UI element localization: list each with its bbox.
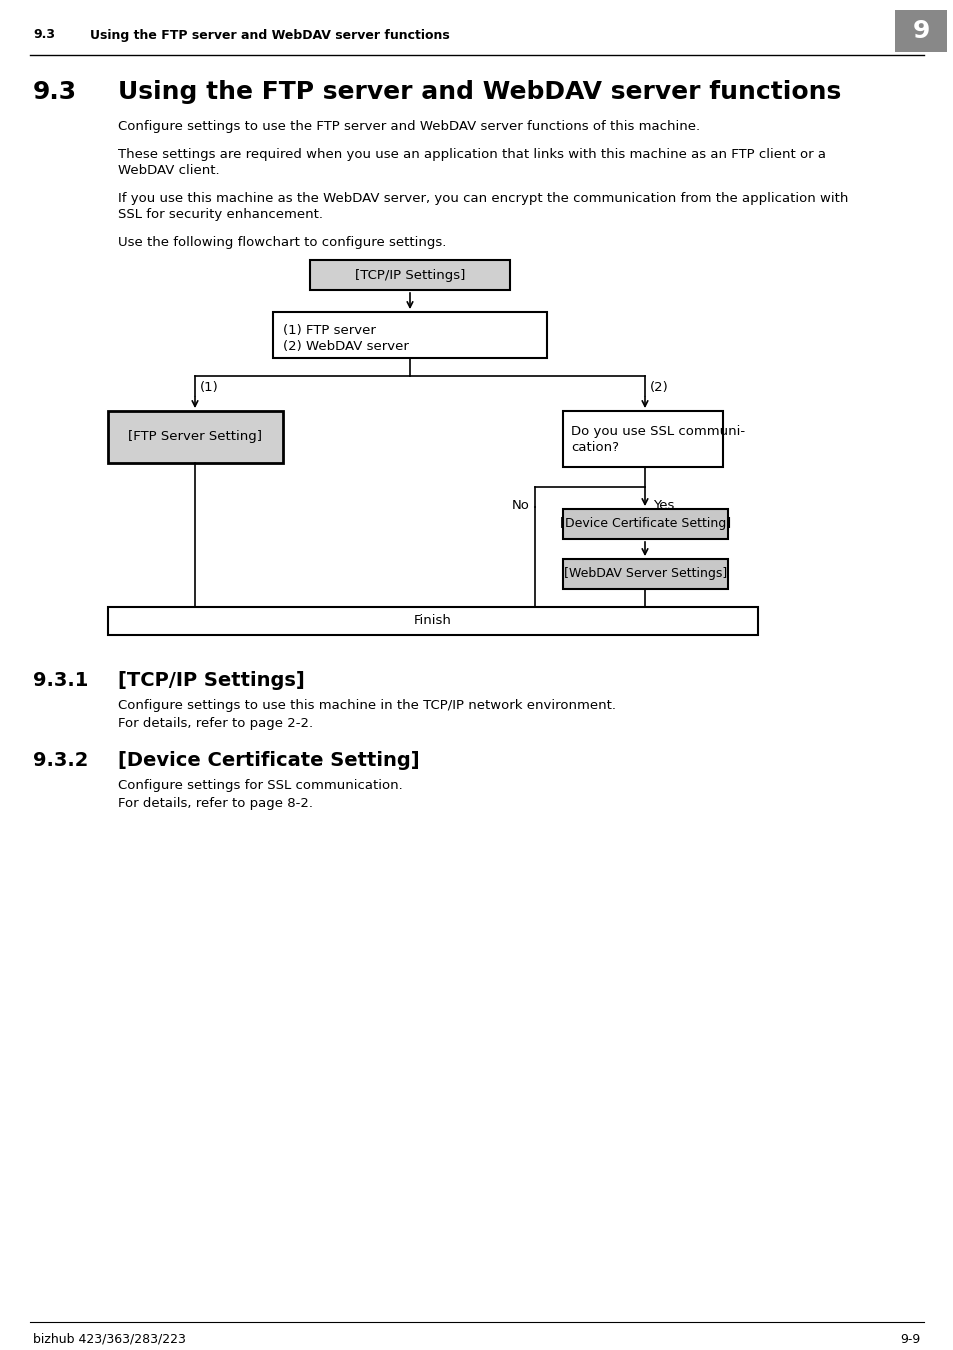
Bar [894, 9, 946, 53]
Bar [108, 410, 283, 463]
Text: (2): (2) [649, 381, 668, 394]
Text: Using the FTP server and WebDAV server functions: Using the FTP server and WebDAV server f… [90, 28, 449, 42]
Bar [108, 608, 758, 634]
Bar [310, 261, 510, 290]
Bar [562, 559, 727, 589]
Text: Configure settings for SSL communication.: Configure settings for SSL communication… [118, 779, 402, 792]
Text: 9.3.1: 9.3.1 [33, 671, 89, 690]
Text: Use the following flowchart to configure settings.: Use the following flowchart to configure… [118, 236, 446, 248]
Text: 9.3: 9.3 [33, 80, 77, 104]
Text: Do you use SSL communi-: Do you use SSL communi- [571, 425, 744, 437]
Text: WebDAV client.: WebDAV client. [118, 163, 219, 177]
Text: SSL for security enhancement.: SSL for security enhancement. [118, 208, 323, 221]
Bar [562, 509, 727, 539]
Text: (2) WebDAV server: (2) WebDAV server [283, 340, 409, 352]
Text: No: No [512, 500, 530, 512]
Text: These settings are required when you use an application that links with this mac: These settings are required when you use… [118, 148, 825, 161]
Text: bizhub 423/363/283/223: bizhub 423/363/283/223 [33, 1332, 186, 1346]
Bar [562, 410, 722, 467]
Text: 9.3: 9.3 [33, 28, 55, 42]
Text: 9: 9 [911, 19, 929, 43]
Text: (1) FTP server: (1) FTP server [283, 324, 375, 338]
Text: 9.3.2: 9.3.2 [33, 751, 89, 769]
Text: Yes: Yes [652, 500, 674, 512]
Text: [TCP/IP Settings]: [TCP/IP Settings] [118, 671, 304, 690]
Text: For details, refer to page 2-2.: For details, refer to page 2-2. [118, 717, 313, 730]
Text: For details, refer to page 8-2.: For details, refer to page 8-2. [118, 796, 313, 810]
Text: If you use this machine as the WebDAV server, you can encrypt the communication : If you use this machine as the WebDAV se… [118, 192, 847, 205]
Text: 9-9: 9-9 [900, 1332, 920, 1346]
Text: [Device Certificate Setting]: [Device Certificate Setting] [118, 751, 419, 769]
Text: [TCP/IP Settings]: [TCP/IP Settings] [355, 269, 465, 282]
Text: (1): (1) [200, 381, 218, 394]
Text: [Device Certificate Setting]: [Device Certificate Setting] [559, 517, 730, 531]
Text: cation?: cation? [571, 441, 618, 454]
Text: Configure settings to use this machine in the TCP/IP network environment.: Configure settings to use this machine i… [118, 699, 616, 711]
Text: Using the FTP server and WebDAV server functions: Using the FTP server and WebDAV server f… [118, 80, 841, 104]
Text: Finish: Finish [414, 614, 452, 628]
Bar [273, 312, 546, 358]
Text: [FTP Server Setting]: [FTP Server Setting] [129, 431, 262, 444]
Text: Configure settings to use the FTP server and WebDAV server functions of this mac: Configure settings to use the FTP server… [118, 120, 700, 134]
Text: [WebDAV Server Settings]: [WebDAV Server Settings] [563, 567, 726, 580]
